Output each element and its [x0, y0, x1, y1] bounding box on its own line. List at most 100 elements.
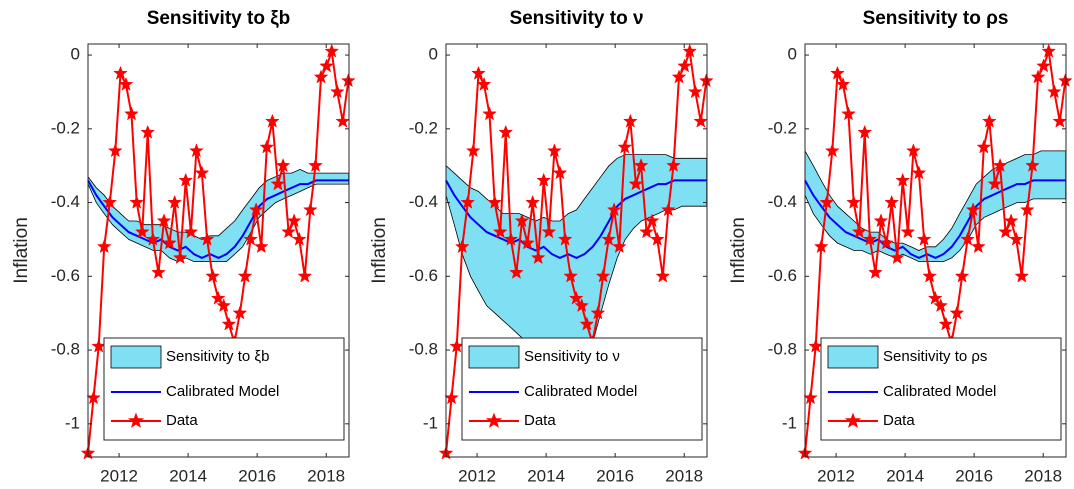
data-marker: [265, 113, 280, 128]
x-tick-label: 2018: [665, 466, 703, 485]
data-marker: [824, 143, 840, 158]
data-marker: [509, 264, 524, 279]
data-marker: [590, 305, 606, 320]
data-marker: [503, 231, 519, 246]
y-axis-label: Inflation: [11, 217, 32, 284]
data-marker: [916, 231, 932, 246]
data-marker: [1025, 157, 1040, 172]
series-line: [87, 179, 349, 259]
y-tick-label: -0.6: [409, 266, 438, 285]
data-marker: [699, 73, 714, 88]
data-marker: [329, 84, 345, 99]
data-marker: [949, 305, 965, 320]
data-marker: [541, 224, 557, 239]
data-marker: [96, 239, 112, 254]
y-tick-label: 0: [429, 45, 438, 64]
data-marker: [998, 224, 1013, 239]
data-marker: [498, 124, 514, 139]
data-marker: [682, 43, 698, 58]
y-tick-label: -0.8: [51, 340, 80, 359]
legend-marker: [844, 412, 862, 428]
data-marker: [841, 106, 856, 121]
chart-title: Sensitivity to ξb: [147, 8, 291, 29]
data-marker: [617, 139, 633, 154]
legend-swatch: [110, 345, 162, 369]
data-marker: [113, 65, 128, 80]
data-marker: [601, 231, 616, 246]
data-marker: [927, 290, 943, 305]
data-marker: [102, 194, 118, 209]
legend-label: Calibrated Model: [883, 383, 996, 400]
x-tick-label: 2018: [1024, 466, 1062, 485]
data-marker: [237, 268, 253, 283]
data-marker: [835, 76, 851, 91]
data-marker: [954, 268, 970, 283]
data-marker: [286, 213, 302, 228]
data-marker: [460, 194, 476, 209]
data-marker: [487, 194, 502, 209]
data-marker: [612, 239, 627, 254]
y-tick-label: 0: [71, 45, 80, 64]
data-marker: [1041, 43, 1057, 58]
data-marker: [552, 165, 568, 180]
data-marker: [830, 65, 845, 80]
data-marker: [156, 213, 172, 228]
data-marker: [900, 224, 916, 239]
y-axis-label: Inflation: [369, 217, 390, 284]
data-marker: [118, 76, 134, 91]
data-marker: [803, 390, 818, 405]
y-axis-label: Inflation: [728, 217, 749, 284]
data-marker: [895, 172, 911, 187]
data-marker: [671, 69, 687, 84]
data-marker: [189, 143, 204, 158]
data-marker: [134, 224, 150, 239]
data-marker: [471, 65, 486, 80]
data-marker: [693, 113, 709, 128]
data-marker: [965, 202, 981, 217]
x-tick-label: 2014: [886, 466, 924, 485]
data-marker: [492, 224, 508, 239]
y-tick-label: -0.6: [768, 266, 797, 285]
data-marker: [172, 250, 188, 265]
data-marker: [194, 165, 210, 180]
y-tick-label: -0.8: [768, 340, 797, 359]
data-marker: [1046, 84, 1062, 99]
data-marker: [574, 298, 589, 313]
x-tick-label: 2016: [955, 466, 993, 485]
series-line: [445, 179, 707, 259]
data-marker: [243, 231, 258, 246]
series-line: [804, 179, 1066, 259]
chart-title: Sensitivity to ν: [509, 8, 643, 29]
data-marker: [938, 316, 954, 331]
data-marker: [868, 264, 883, 279]
y-tick-label: -0.4: [768, 192, 797, 211]
legend-swatch: [468, 345, 520, 369]
y-tick-label: -0.2: [51, 118, 80, 137]
data-marker: [976, 139, 992, 154]
data-marker: [162, 235, 177, 250]
data-marker: [313, 69, 329, 84]
data-marker: [341, 73, 356, 88]
data-marker: [124, 106, 139, 121]
data-marker: [183, 224, 199, 239]
data-marker: [145, 231, 161, 246]
data-marker: [86, 390, 101, 405]
data-marker: [819, 194, 835, 209]
x-tick-label: 2012: [100, 466, 138, 485]
data-marker: [655, 268, 671, 283]
data-marker: [465, 143, 481, 158]
data-marker: [606, 202, 622, 217]
data-marker: [628, 176, 644, 191]
data-marker: [933, 298, 948, 313]
data-marker: [1036, 58, 1051, 73]
legend-label: Sensitivity to ξb: [166, 348, 269, 365]
chart-title: Sensitivity to ρs: [863, 8, 1009, 29]
data-marker: [568, 290, 584, 305]
data-marker: [639, 224, 654, 239]
data-marker: [205, 268, 220, 283]
x-tick-label: 2016: [238, 466, 276, 485]
legend-label: Data: [883, 412, 915, 429]
legend-label: Data: [166, 412, 198, 429]
